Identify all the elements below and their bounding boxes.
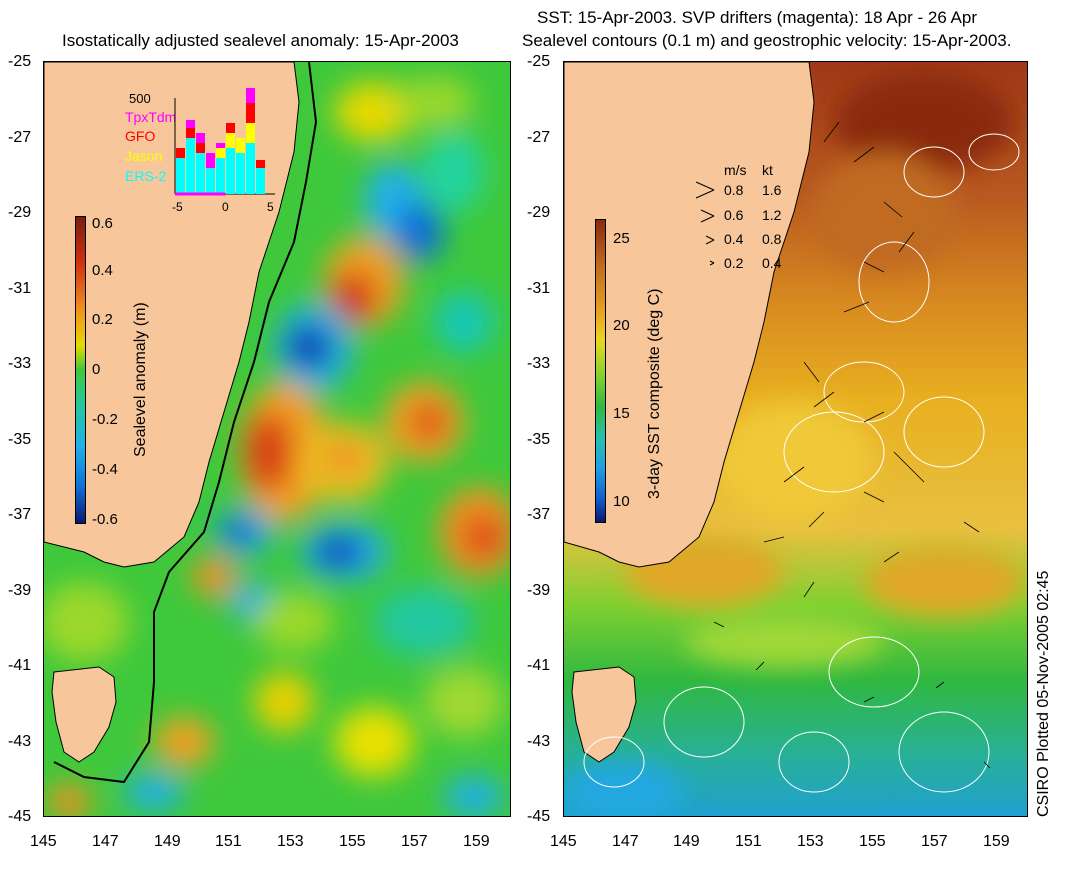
left-colorbar-tick: -0.6: [92, 511, 118, 528]
velocity-legend: m/s kt 0.8 1.6 0.6 1.2 0.4 0.8 0.2 0.4: [692, 162, 802, 274]
inset-xtick: 0: [222, 200, 229, 214]
lat-tick: -41: [527, 657, 551, 674]
velocity-legend-kt: 0.8: [762, 231, 782, 247]
left-colorbar-tick: -0.2: [92, 411, 118, 428]
right-colorbar: [595, 219, 606, 523]
lat-tick: -39: [8, 582, 32, 599]
velocity-legend-ms: 0.8: [724, 182, 744, 198]
inset-histogram: [174, 88, 275, 196]
lon-tick: 145: [30, 833, 57, 850]
left-colorbar-tick: 0.6: [92, 215, 113, 232]
right-colorbar-tick: 25: [613, 230, 630, 247]
right-panel-title-line2: Sealevel contours (0.1 m) and geostrophi…: [522, 31, 1012, 50]
lat-tick: -33: [527, 355, 551, 372]
lat-tick: -29: [8, 204, 32, 221]
lat-tick: -45: [8, 808, 32, 825]
lon-tick: 157: [921, 833, 948, 850]
lat-tick: -43: [8, 733, 32, 750]
inset-xtick: 5: [267, 200, 274, 214]
bathymetry-contour: [53, 62, 318, 784]
sealevel-anomaly-field: [44, 77, 510, 816]
right-panel-title-line1: SST: 15-Apr-2003. SVP drifters (magenta)…: [537, 8, 978, 27]
right-colorbar-label: 3-day SST composite (deg C): [646, 288, 663, 499]
inset-legend-tpxtdm: TpxTdm: [125, 109, 177, 125]
inset-legend-jason: Jason: [125, 148, 163, 164]
satellite-inset: 500 TpxTdm GFO Jason ERS-2 -5 0 5: [115, 88, 280, 214]
lat-tick: -25: [8, 53, 32, 70]
lon-tick: 147: [92, 833, 119, 850]
left-colorbar: [75, 216, 86, 524]
inset-xtick: -5: [172, 200, 183, 214]
lat-tick: -33: [8, 355, 32, 372]
lat-tick: -25: [527, 53, 551, 70]
velocity-legend-ms: 0.2: [724, 255, 744, 271]
left-colorbar-tick: 0.2: [92, 311, 113, 328]
velocity-legend-kt: 1.2: [762, 207, 782, 223]
tasmania: [571, 666, 637, 763]
sealevel-anomaly-map[interactable]: [43, 61, 511, 817]
plot-credit: CSIRO Plotted 05-Nov-2005 02:45: [1035, 570, 1052, 817]
lat-tick: -37: [527, 506, 551, 523]
lat-tick: -27: [8, 129, 32, 146]
lon-tick: 149: [154, 833, 181, 850]
left-colorbar-tick: 0: [92, 361, 101, 378]
inset-ymax-label: 500: [129, 91, 151, 106]
mainland-australia: [44, 62, 300, 568]
lat-tick: -43: [527, 733, 551, 750]
inset-legend-ers2: ERS-2: [125, 168, 167, 184]
lon-tick: 145: [550, 833, 577, 850]
lon-tick: 149: [673, 833, 700, 850]
velocity-legend-kt-header: kt: [762, 162, 773, 178]
lat-tick: -41: [8, 657, 32, 674]
lon-tick: 157: [401, 833, 428, 850]
lon-tick: 159: [983, 833, 1010, 850]
tasmania: [51, 666, 117, 763]
right-colorbar-tick: 15: [613, 405, 630, 422]
right-colorbar-tick: 10: [613, 493, 630, 510]
lon-tick: 155: [339, 833, 366, 850]
lat-tick: -35: [8, 431, 32, 448]
left-colorbar-label: Sealevel anomaly (m): [132, 302, 149, 457]
lon-tick: 147: [612, 833, 639, 850]
lon-tick: 153: [797, 833, 824, 850]
lon-tick: 151: [735, 833, 762, 850]
lon-tick: 155: [859, 833, 886, 850]
lat-tick: -29: [527, 204, 551, 221]
lon-tick: 153: [277, 833, 304, 850]
right-colorbar-tick: 20: [613, 317, 630, 334]
velocity-legend-ms: 0.6: [724, 207, 744, 223]
lat-tick: -31: [8, 280, 32, 297]
lat-tick: -31: [527, 280, 551, 297]
velocity-legend-kt: 0.4: [762, 255, 782, 271]
mainland-australia: [564, 62, 815, 568]
lon-tick: 159: [463, 833, 490, 850]
velocity-legend-ms: 0.4: [724, 231, 744, 247]
lat-tick: -45: [527, 808, 551, 825]
left-colorbar-tick: -0.4: [92, 461, 118, 478]
velocity-legend-arrows: [695, 181, 715, 266]
velocity-legend-kt: 1.6: [762, 182, 782, 198]
lat-tick: -39: [527, 582, 551, 599]
sst-map[interactable]: [563, 61, 1028, 817]
left-panel-title: Isostatically adjusted sealevel anomaly:…: [62, 31, 459, 50]
inset-legend-gfo: GFO: [125, 128, 156, 144]
geostrophic-velocity-vectors: [713, 121, 991, 769]
velocity-legend-ms-header: m/s: [724, 162, 747, 178]
lat-tick: -37: [8, 506, 32, 523]
lat-tick: -27: [527, 129, 551, 146]
lon-tick: 151: [215, 833, 242, 850]
left-colorbar-tick: 0.4: [92, 262, 113, 279]
lat-tick: -35: [527, 431, 551, 448]
